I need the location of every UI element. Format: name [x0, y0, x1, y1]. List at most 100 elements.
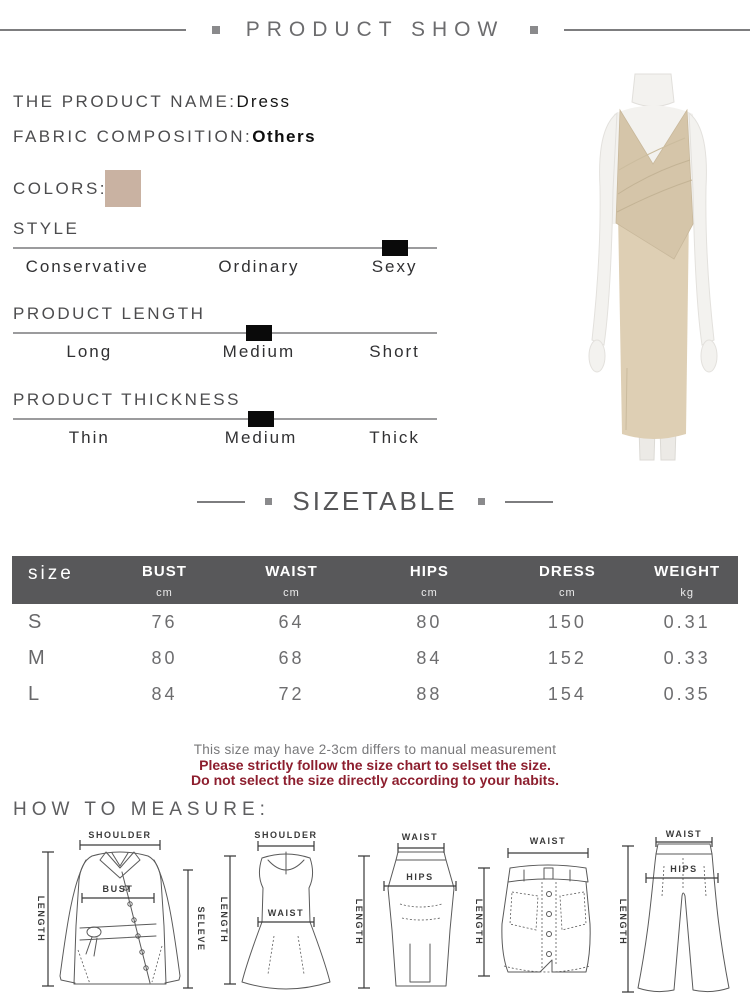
- measure-figure-mini-skirt: WAIST LENGTH: [468, 826, 624, 998]
- attr-length-title: PRODUCT LENGTH: [13, 304, 206, 323]
- colors-line: COLORS:: [13, 179, 107, 199]
- slider-track: [13, 332, 437, 334]
- cell: 68: [278, 647, 305, 668]
- label-sleeve: SELEVE: [196, 906, 206, 951]
- cell: 88: [416, 683, 443, 704]
- cell: 84: [416, 647, 443, 668]
- table-row: M 80 68 84 152 0.33: [12, 640, 738, 676]
- attr-style-title: STYLE: [13, 219, 80, 238]
- option-medium: Medium: [224, 428, 298, 447]
- jacket-illustration: SHOULDER LENGTH BUST SELEVE: [36, 830, 206, 989]
- attr-thickness: PRODUCT THICKNESS Thin Medium Thick: [13, 390, 437, 454]
- option-thin: Thin: [68, 428, 110, 447]
- attr-thickness-options: Thin Medium Thick: [13, 428, 437, 452]
- attr-style: STYLE Conservative Ordinary Sexy: [13, 219, 437, 283]
- measure-figure-pants: WAIST LENGTH HIPS: [612, 826, 750, 998]
- label-waist: WAIST: [268, 908, 305, 918]
- cell: 0.35: [663, 683, 711, 704]
- cell: 64: [278, 611, 305, 632]
- col-hips: HIPS cm: [409, 563, 449, 599]
- label-shoulder: SHOULDER: [88, 830, 151, 840]
- option-sexy: Sexy: [371, 257, 418, 276]
- label-length: LENGTH: [36, 896, 46, 943]
- divider-line: [0, 29, 186, 31]
- color-swatch: [105, 170, 141, 207]
- option-short: Short: [369, 342, 420, 361]
- sizetable-title: SIZETABLE: [292, 486, 458, 516]
- label-length: LENGTH: [474, 899, 484, 946]
- label-shoulder: SHOULDER: [254, 830, 317, 840]
- mini-skirt-illustration: WAIST LENGTH: [474, 836, 591, 977]
- product-photo: [556, 72, 748, 462]
- mannequin-dress-illustration: [588, 73, 718, 461]
- label-length: LENGTH: [354, 899, 364, 946]
- size-table: size BUST cm WAIST cm HIPS cm DRESS cm W…: [12, 556, 738, 712]
- fabric-line: FABRIC COMPOSITION:Others: [13, 127, 316, 147]
- square-bullet-icon: [530, 26, 539, 34]
- attr-length-options: Long Medium Short: [13, 342, 437, 366]
- pencil-skirt-illustration: WAIST LENGTH HIPS: [354, 832, 457, 989]
- colors-label: COLORS:: [13, 179, 108, 198]
- option-thick: Thick: [369, 428, 420, 447]
- col-bust: BUST cm: [142, 563, 187, 599]
- slider-track: [13, 418, 437, 420]
- sizetable-header: SIZETABLE: [0, 486, 750, 517]
- divider-line: [504, 500, 553, 503]
- product-name-line: THE PRODUCT NAME:Dress: [13, 92, 291, 112]
- divider-line: [564, 29, 750, 31]
- pants-illustration: WAIST LENGTH HIPS: [618, 829, 730, 993]
- cell: 152: [547, 647, 587, 668]
- product-name-label: THE PRODUCT NAME:: [13, 92, 237, 111]
- slider-marker: [248, 411, 275, 427]
- col-waist: WAIST cm: [265, 563, 318, 599]
- measure-figure-dress: SHOULDER LENGTH WAIST: [212, 826, 360, 998]
- label-bust: BUST: [103, 884, 134, 894]
- table-row: L 84 72 88 154 0.35: [12, 676, 738, 712]
- cell: 0.31: [663, 611, 711, 632]
- option-long: Long: [66, 342, 113, 361]
- size-warning-note: Please strictly follow the size chart to…: [0, 758, 750, 787]
- cell: 154: [547, 683, 587, 704]
- size-table-header-row: size BUST cm WAIST cm HIPS cm DRESS cm W…: [12, 556, 738, 604]
- measure-figure-pencil-skirt: WAIST LENGTH HIPS: [352, 826, 484, 998]
- col-dress: DRESS cm: [539, 563, 596, 599]
- divider-line: [197, 500, 246, 503]
- page-title: PRODUCT SHOW: [245, 18, 505, 41]
- square-bullet-icon: [477, 498, 485, 505]
- attr-thickness-title: PRODUCT THICKNESS: [13, 390, 241, 409]
- fabric-label: FABRIC COMPOSITION:: [13, 127, 253, 146]
- size-l: L: [28, 682, 41, 705]
- cell: 150: [547, 611, 587, 632]
- cell: 80: [416, 611, 443, 632]
- table-row: S 76 64 80 150 0.31: [12, 604, 738, 640]
- square-bullet-icon: [265, 498, 273, 505]
- cell: 0.33: [663, 647, 711, 668]
- size-warning-line1: Please strictly follow the size chart to…: [199, 757, 551, 773]
- slider-track: [13, 247, 437, 249]
- label-length: LENGTH: [618, 899, 628, 946]
- cell: 80: [151, 647, 178, 668]
- label-hips: HIPS: [406, 872, 433, 882]
- measure-figures: SHOULDER LENGTH BUST SELEVE SH: [0, 826, 750, 1000]
- slider-marker: [245, 325, 272, 341]
- how-to-measure-title: HOW TO MEASURE:: [13, 799, 270, 820]
- cell: 76: [151, 611, 178, 632]
- option-ordinary: Ordinary: [218, 257, 300, 276]
- measure-figure-jacket: SHOULDER LENGTH BUST SELEVE: [28, 826, 213, 998]
- slider-marker: [381, 240, 408, 256]
- label-length: LENGTH: [219, 897, 229, 944]
- product-show-header: PRODUCT SHOW: [0, 18, 750, 42]
- label-waist: WAIST: [666, 829, 703, 839]
- label-waist: WAIST: [530, 836, 567, 846]
- square-bullet-icon: [211, 26, 220, 34]
- label-waist: WAIST: [402, 832, 439, 842]
- label-hips: HIPS: [670, 864, 697, 874]
- size-warning-line2: Do not select the size directly accordin…: [191, 771, 559, 788]
- option-medium: Medium: [222, 342, 296, 361]
- size-m: M: [28, 646, 46, 669]
- cell: 84: [151, 683, 178, 704]
- option-conservative: Conservative: [25, 257, 149, 276]
- product-name-value: Dress: [236, 92, 291, 111]
- cell: 72: [278, 683, 305, 704]
- dress-illustration: SHOULDER LENGTH WAIST: [219, 830, 331, 990]
